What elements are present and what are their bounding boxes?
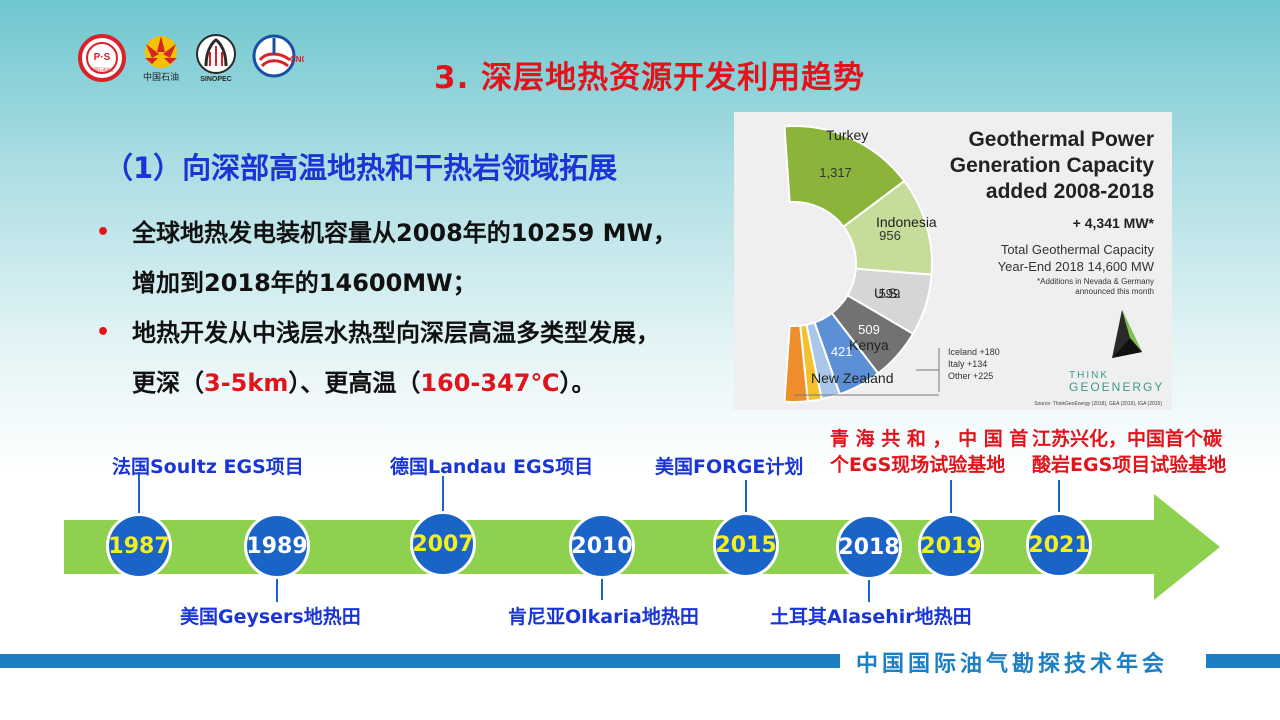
event-label-line-2: 个EGS现场试验基地 (830, 454, 1006, 476)
slice-value-label: 1,317 (819, 165, 852, 180)
temperature-range: 160-347℃ (420, 369, 560, 397)
year-marker-2018: 2018 (836, 514, 902, 580)
year-marker-1989: 1989 (244, 513, 310, 579)
bullet-2-continuation: 更深（3-5km）、更高温（160-347℃）。 (96, 360, 736, 410)
petrochina-logo-caption: 中国石油 (143, 71, 179, 83)
timeline-event-label: 肯尼亚Olkaria地热田 (508, 606, 699, 628)
bullet-1-continuation: 增加到2018年的14600MW； (96, 260, 736, 310)
slice-name-label: Turkey (826, 127, 868, 143)
slice-name-label: Indonesia (876, 214, 937, 230)
sinopec-logo: SINOPEC (196, 34, 236, 83)
year-marker-2010: 2010 (569, 513, 635, 579)
timeline-connector (601, 578, 603, 600)
donut-slice-other (783, 324, 809, 403)
timeline-connector (138, 472, 140, 514)
timeline-connector (950, 480, 952, 514)
year-marker-1987: 1987 (106, 513, 172, 579)
event-label-line-1: 江苏兴化，中国首个碳 (1032, 428, 1223, 450)
chart-source: Source: ThinkGeoEnergy (2018), GEA (2016… (1034, 401, 1162, 407)
year-marker-2021: 2021 (1026, 512, 1092, 578)
chart-title-line-1: Geothermal Power (968, 128, 1154, 151)
think-geoenergy-logo (1112, 310, 1142, 358)
timeline-event-label: 法国Soultz EGS项目 (112, 456, 304, 478)
others-other: Other +225 (948, 371, 993, 381)
slice-name-label: New Zealand (811, 370, 894, 386)
brand-geoenergy: GEOENERGY (1069, 380, 1164, 394)
cnooc-logo: CNOOC (252, 34, 304, 78)
total-added: + 4,341 MW* (1073, 215, 1155, 231)
bullet-2-line-2-mid: ）、更高温（ (288, 369, 421, 397)
bullet-dot: • (96, 220, 111, 245)
timeline-event-label: 美国Geysers地热田 (180, 606, 361, 628)
bullet-list: • 全球地热发电装机容量从2008年的10259 MW， 增加到2018年的14… (96, 210, 736, 410)
footer-conference-name: 中国国际油气勘探技术年会 (856, 652, 1169, 677)
timeline-event-label: 江苏兴化，中国首个碳 酸岩EGS项目试验基地 (1032, 426, 1226, 478)
timeline-event-label: 青 海 共 和 ， 中 国 首个EGS现场试验基地 (830, 426, 1028, 478)
chart-title-line-3: added 2008-2018 (986, 180, 1154, 203)
timeline-connector (745, 480, 747, 512)
bullet-2-line-1: 地热开发从中浅层水热型向深层高温多类型发展， (132, 319, 660, 347)
timeline-event-label: 美国FORGE计划 (655, 456, 804, 478)
cnooc-logo-caption: CNOOC (290, 55, 304, 64)
event-label-line-2: 酸岩EGS项目试验基地 (1032, 454, 1227, 476)
donut-chart: 1,317 956 599 509 421 Turkey Indonesia U.S. Ken… (783, 125, 1164, 407)
slice-value-label: 421 (831, 344, 853, 359)
slice-value-label: 599 (879, 286, 901, 301)
event-label-line-1: 青 海 共 和 ， 中 国 首 (830, 428, 1029, 450)
bullet-2-line-2-post: ）。 (559, 369, 596, 397)
year-marker-2007: 2007 (410, 511, 476, 577)
footer-bar-right (1206, 654, 1280, 668)
year-marker-2019: 2019 (918, 513, 984, 579)
timeline-connector (276, 578, 278, 602)
chart-title-line-2: Generation Capacity (950, 154, 1155, 177)
slice-value-label: 509 (858, 322, 880, 337)
bullet-dot: • (96, 320, 111, 345)
cps-logo-text: P·S (94, 52, 111, 63)
geothermal-capacity-chart: 1,317 956 599 509 421 Turkey Indonesia U.S. Ken… (734, 112, 1172, 410)
depth-range: 3-5km (204, 369, 289, 397)
total-capacity-line-2: Year-End 2018 14,600 MW (998, 259, 1155, 274)
slice-name-label: U.S. (874, 285, 901, 301)
footnote-line-2: announced this month (1075, 287, 1154, 296)
timeline-connector (442, 476, 444, 512)
sinopec-logo-caption: SINOPEC (200, 76, 232, 83)
year-marker-2015: 2015 (713, 512, 779, 578)
brand-think: THINK (1069, 370, 1109, 381)
others-iceland: Iceland +180 (948, 347, 1000, 357)
total-capacity-line-1: Total Geothermal Capacity (1001, 242, 1155, 257)
cps-logo: P·S 中国石油学会 (78, 34, 126, 82)
bullet-1-line-2: 增加到2018年的14600MW； (132, 269, 477, 297)
bullet-item-2: • 地热开发从中浅层水热型向深层高温多类型发展， (96, 310, 736, 360)
timeline-connector (868, 580, 870, 602)
slice-value-label: 956 (879, 228, 901, 243)
others-italy: Italy +134 (948, 359, 987, 369)
footnote-line-1: *Additions in Nevada & Germany (1037, 277, 1154, 286)
section-subtitle: （1）向深部高温地热和干热岩领域拓展 (104, 151, 618, 185)
timeline-event-label: 土耳其Alasehir地热田 (770, 606, 972, 628)
petrochina-logo: 中国石油 (143, 36, 179, 83)
bullet-1-line-1: 全球地热发电装机容量从2008年的10259 MW， (132, 219, 678, 247)
bullet-2-line-2-pre: 更深（ (132, 369, 204, 397)
page-title: 3. 深层地热资源开发利用趋势 (434, 60, 866, 96)
cps-logo-caption: 中国石油学会 (90, 66, 114, 72)
timeline-event-label: 德国Landau EGS项目 (390, 456, 594, 478)
footer-bar-left (0, 654, 840, 668)
donut-slice-turkey (783, 125, 906, 229)
timeline-connector (1058, 480, 1060, 512)
bullet-item-1: • 全球地热发电装机容量从2008年的10259 MW， (96, 210, 736, 260)
slice-name-label: Kenya (849, 337, 889, 353)
